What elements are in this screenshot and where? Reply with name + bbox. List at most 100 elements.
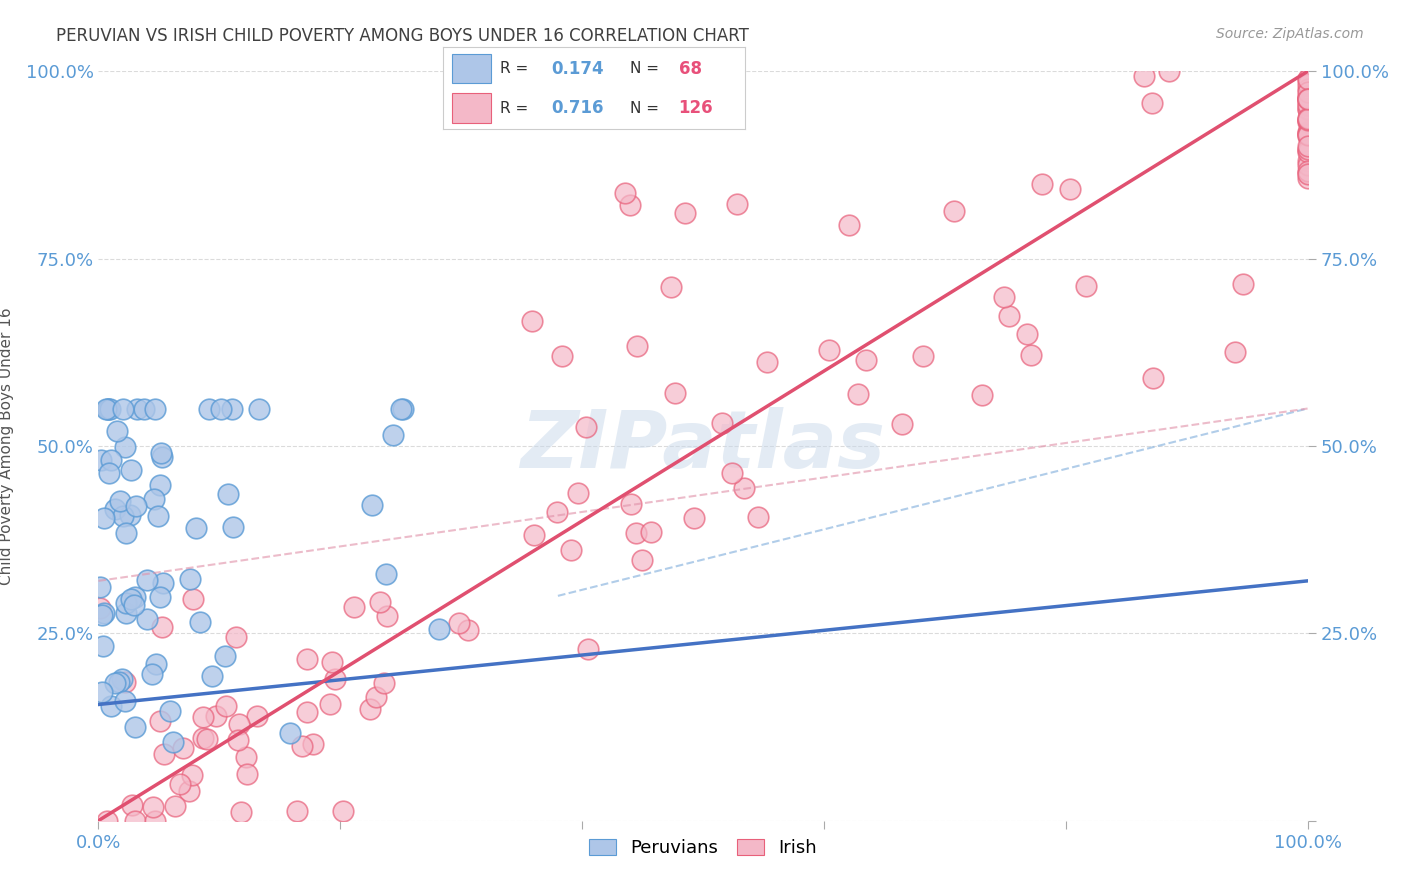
Point [1296, 72, 1319, 87]
Point [98, 401, 121, 416]
Point [1296, 125, 1319, 139]
Point [295, 652, 318, 666]
Point [567, 486, 589, 500]
Point [721, 467, 744, 481]
Point [120, 591, 142, 606]
Point [228, 717, 250, 731]
Point [172, 741, 194, 756]
Point [1157, 64, 1180, 78]
Text: N =: N = [630, 101, 664, 115]
Point [179, 572, 201, 586]
Point [94, 401, 117, 416]
Point [145, 657, 167, 671]
Point [214, 649, 236, 664]
Point [291, 739, 314, 753]
Point [659, 279, 682, 293]
Point [756, 355, 779, 369]
Text: 0.716: 0.716 [551, 99, 605, 117]
Point [321, 655, 343, 669]
Point [96, 814, 118, 828]
Point [1296, 112, 1319, 127]
Point [100, 698, 122, 713]
Point [226, 733, 249, 747]
Point [818, 343, 841, 357]
Point [1296, 77, 1319, 91]
Point [111, 401, 134, 416]
Point [114, 440, 136, 454]
Point [457, 624, 479, 638]
Point [364, 690, 387, 704]
Point [143, 814, 166, 828]
Bar [451, 54, 491, 83]
Point [217, 487, 239, 501]
Point [195, 732, 218, 747]
Point [624, 526, 647, 541]
Point [664, 385, 686, 400]
Point [159, 704, 181, 718]
Point [90, 453, 112, 467]
Point [150, 619, 173, 633]
Point [91, 608, 114, 623]
Point [149, 714, 172, 728]
Point [209, 401, 232, 416]
Point [846, 387, 869, 401]
Point [1296, 139, 1319, 153]
Point [285, 804, 308, 818]
Point [1031, 177, 1053, 191]
Point [382, 428, 405, 442]
Point [332, 805, 354, 819]
Point [1296, 145, 1319, 159]
Point [114, 526, 136, 541]
Point [295, 705, 318, 719]
Point [1296, 94, 1319, 108]
Point [560, 543, 582, 558]
Point [104, 502, 127, 516]
Point [1074, 279, 1097, 293]
Point [221, 401, 243, 416]
Point [184, 521, 207, 535]
Point [323, 672, 346, 686]
Point [747, 509, 769, 524]
Point [1296, 142, 1319, 156]
Point [193, 731, 215, 745]
Point [114, 694, 136, 708]
Point [111, 673, 134, 687]
Point [121, 798, 143, 813]
Point [169, 776, 191, 790]
Point [343, 600, 366, 615]
Point [1296, 112, 1319, 126]
Point [107, 675, 129, 690]
Point [97, 401, 120, 416]
Point [91, 640, 114, 654]
Point [111, 509, 134, 524]
Point [1296, 85, 1319, 99]
Point [181, 768, 204, 782]
Point [619, 197, 641, 211]
Point [1296, 171, 1319, 186]
Point [1296, 128, 1319, 143]
Point [1296, 128, 1319, 142]
Point [620, 497, 643, 511]
Point [427, 622, 450, 636]
Point [1059, 182, 1081, 196]
Point [575, 420, 598, 434]
Point [733, 481, 755, 495]
Point [993, 290, 1015, 304]
Point [1296, 153, 1319, 168]
Point [165, 799, 187, 814]
Text: 0.174: 0.174 [551, 60, 605, 78]
Point [1019, 349, 1042, 363]
Point [1296, 158, 1319, 172]
Point [132, 401, 155, 416]
Point [152, 576, 174, 591]
Text: R =: R = [501, 101, 533, 115]
Point [1142, 371, 1164, 385]
Point [1296, 112, 1319, 127]
Point [838, 218, 860, 232]
Point [100, 453, 122, 467]
Point [247, 401, 270, 416]
Point [89, 580, 111, 594]
Point [1296, 115, 1319, 129]
Point [520, 314, 543, 328]
Point [108, 493, 131, 508]
